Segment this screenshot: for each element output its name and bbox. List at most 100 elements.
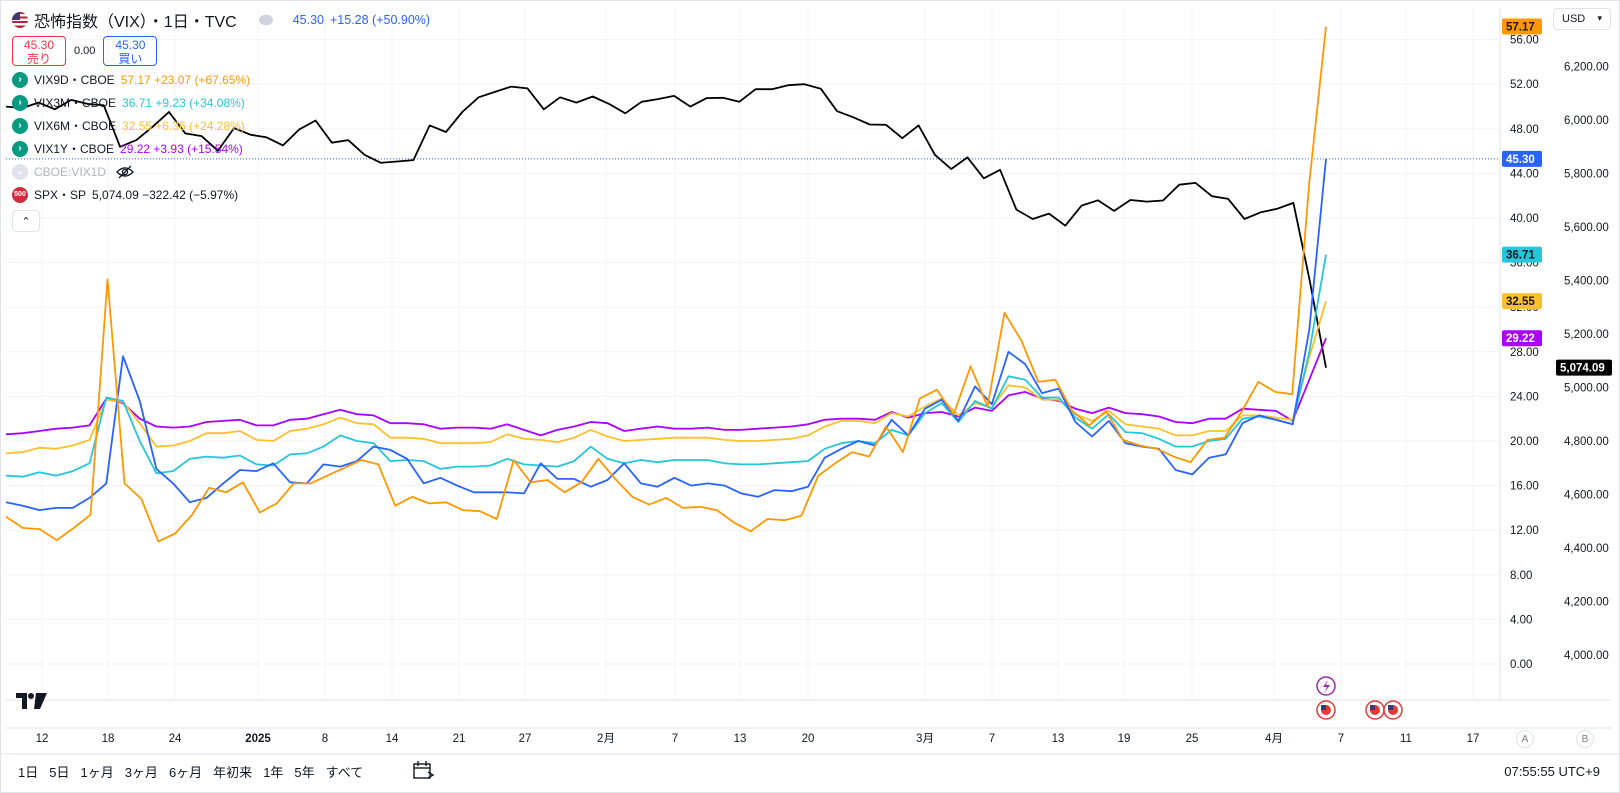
main-symbol-row[interactable]: 恐怖指数（VIX）・1日・TVC 45.30 +15.28 (+50.90%) <box>12 8 430 32</box>
us-flag-event-icon <box>1370 705 1375 710</box>
log-scale-button[interactable]: B <box>1576 730 1594 748</box>
trade-buttons: 45.30 売り 0.00 45.30 買い <box>12 36 430 66</box>
chevron-up-icon: ⌃ <box>21 215 31 228</box>
lightning-icon <box>1323 680 1330 693</box>
x-tick-label: 2025 <box>245 733 271 745</box>
currency-button[interactable]: USD ▾ <box>1553 8 1611 30</box>
x-tick-label: 24 <box>169 733 182 745</box>
period-5d[interactable]: 5日 <box>49 765 70 780</box>
y-tick-label-right: 5,400.00 <box>1564 276 1609 288</box>
event-markers <box>1316 676 1403 720</box>
chevron-right-icon[interactable]: › <box>12 71 28 88</box>
legend-item-vix1y[interactable]: › VIX1Y・CBOE 29.22 +3.93 (+15.54%) <box>12 137 430 160</box>
period-selector: 1日 5日 1ヶ月 3ヶ月 6ヶ月 年初来 1年 5年 すべて <box>18 762 363 781</box>
legend-value: 57.17 +23.07 (+67.65%) <box>120 72 251 87</box>
x-tick-label: 21 <box>453 733 466 745</box>
legend-value: 32.55 +6.36 (+24.28%) <box>122 118 245 133</box>
price-label-box <box>1502 150 1542 167</box>
y-tick-label-left: 12.00 <box>1510 525 1539 537</box>
tradingview-logo[interactable] <box>16 692 48 710</box>
legend-item-hidden[interactable]: ⌄ CBOE:VIX1D <box>12 160 430 183</box>
legend-symbol: VIX3M・CBOE <box>34 96 117 110</box>
series-line-spx <box>5 83 1327 368</box>
legend-value: 5,074.09 −322.42 (−5.97%) <box>92 187 239 202</box>
y-tick-label-right: 5,800.00 <box>1564 169 1609 181</box>
legend: 恐怖指数（VIX）・1日・TVC 45.30 +15.28 (+50.90%) … <box>12 8 430 232</box>
y-tick-label-right: 4,000.00 <box>1564 650 1609 662</box>
chevron-right-icon[interactable]: › <box>12 94 28 111</box>
chart-grid <box>0 8 1620 755</box>
period-ytd[interactable]: 年初来 <box>213 765 253 780</box>
eye-off-icon[interactable] <box>116 165 134 179</box>
price-label-text: 57.17 <box>1506 22 1535 34</box>
y-tick-label-right: 5,600.00 <box>1564 222 1609 234</box>
period-1d[interactable]: 1日 <box>18 765 39 780</box>
period-1m[interactable]: 1ヶ月 <box>80 765 114 780</box>
main-symbol-title[interactable]: 恐怖指数（VIX）・1日・TVC <box>34 14 237 31</box>
legend-item-vix6m[interactable]: › VIX6M・CBOE 32.55 +6.36 (+24.28%) <box>12 114 430 137</box>
price-label-box <box>1502 246 1542 263</box>
price-label-box <box>1502 293 1542 310</box>
collapse-legend-button[interactable]: ⌃ <box>12 210 40 232</box>
chevron-right-icon[interactable]: › <box>12 140 28 157</box>
minus-icon[interactable] <box>258 15 273 25</box>
x-tick-label: 7 <box>672 733 678 745</box>
main-last-value: 45.30 <box>292 13 324 27</box>
series-line-vix1y <box>5 337 1327 437</box>
y-tick-label-right: 4,200.00 <box>1564 597 1609 609</box>
y-axis-left: 56.0052.0048.0044.0040.0036.0032.0028.00… <box>1510 35 1539 671</box>
price-label-text: 29.22 <box>1506 333 1535 345</box>
x-tick-label: 7 <box>989 733 995 745</box>
legend-item-vix9d[interactable]: › VIX9D・CBOE 57.17 +23.07 (+67.65%) <box>12 68 430 91</box>
price-label-box <box>1502 330 1542 347</box>
auto-scale-button[interactable]: A <box>1516 730 1534 748</box>
sell-button[interactable]: 45.30 売り <box>12 36 66 66</box>
series-layer <box>5 26 1327 543</box>
legend-symbol: VIX6M・CBOE <box>34 119 117 133</box>
chevron-down-icon[interactable]: ⌄ <box>12 163 28 180</box>
period-6m[interactable]: 6ヶ月 <box>168 765 203 780</box>
y-tick-label-left: 52.00 <box>1510 79 1539 91</box>
period-3m[interactable]: 3ヶ月 <box>124 765 158 780</box>
legend-value: 36.71 +9.23 (+34.08%) <box>122 95 245 110</box>
y-tick-label-left: 4.00 <box>1510 614 1532 626</box>
period-5y[interactable]: 5年 <box>294 765 315 780</box>
x-tick-label: 20 <box>802 733 815 745</box>
x-tick-label: 14 <box>386 733 399 745</box>
x-tick-label: 25 <box>1186 733 1199 745</box>
sell-label: 売り <box>26 52 51 66</box>
us-flag-event-icon <box>1321 705 1326 710</box>
price-labels: 57.17 45.30 36.71 32.55 29.22 5,074.09 <box>1502 18 1612 376</box>
y-tick-label-left: 56.00 <box>1510 35 1539 47</box>
y-tick-label-left: 28.00 <box>1510 347 1539 359</box>
y-tick-label-left: 20.00 <box>1510 436 1539 448</box>
buy-button[interactable]: 45.30 買い <box>103 36 158 66</box>
legend-symbol: SPX・SP <box>34 188 87 202</box>
legend-item-spx[interactable]: 500 SPX・SP 5,074.09 −322.42 (−5.97%) <box>12 183 430 206</box>
price-label-text: 32.55 <box>1506 296 1535 308</box>
calendar-range-icon[interactable] <box>412 760 434 780</box>
legend-value: 29.22 +3.93 (+15.54%) <box>120 141 243 156</box>
bottom-toolbar: 1日 5日 1ヶ月 3ヶ月 6ヶ月 年初来 1年 5年 すべて 07:55:55… <box>0 754 1620 790</box>
price-label-text: 36.71 <box>1506 250 1535 262</box>
x-tick-label: 4月 <box>1265 733 1283 745</box>
sell-price: 45.30 <box>23 38 55 52</box>
price-label-box <box>1502 18 1542 35</box>
x-axis: 12 18 24 2025 8 14 21 27 2月 7 13 20 3月 7 13 19 25 4月 7 11 17 <box>36 733 1480 745</box>
clock[interactable]: 07:55:55 UTC+9 <box>1504 764 1600 779</box>
series-line-vix6m <box>5 300 1327 455</box>
y-tick-label-left: 8.00 <box>1510 570 1532 582</box>
y-tick-label-right: 4,800.00 <box>1564 436 1609 448</box>
series-line-vix9d <box>5 26 1327 543</box>
period-all[interactable]: すべて <box>325 765 364 780</box>
period-1y[interactable]: 1年 <box>263 765 284 780</box>
x-tick-label: 17 <box>1467 733 1480 745</box>
chevron-right-icon[interactable]: › <box>12 117 28 134</box>
x-tick-label: 2月 <box>597 733 615 745</box>
legend-item-vix3m[interactable]: › VIX3M・CBOE 36.71 +9.23 (+34.08%) <box>12 91 430 114</box>
legend-symbol: VIX9D・CBOE <box>34 73 115 87</box>
spx-badge: 500 <box>12 186 28 203</box>
y-tick-label-left: 16.00 <box>1510 481 1539 493</box>
y-tick-label-left: 40.00 <box>1510 213 1539 225</box>
